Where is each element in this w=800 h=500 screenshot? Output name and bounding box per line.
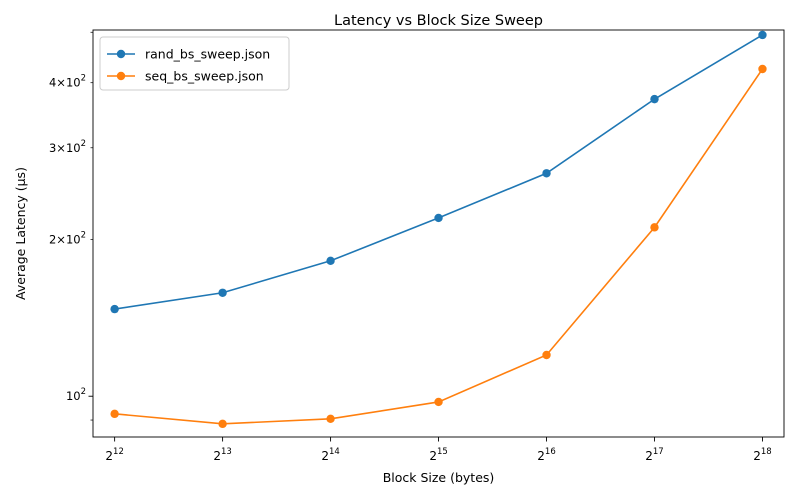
data-point <box>326 256 335 265</box>
x-tick-label: 216 <box>537 447 555 463</box>
data-point <box>434 397 443 407</box>
legend-label: rand_bs_sweep.json <box>145 47 270 62</box>
plot-frame <box>92 29 785 438</box>
data-point <box>542 169 551 178</box>
legend-swatch-marker <box>116 49 126 59</box>
data-point <box>326 414 335 423</box>
x-tick-label: 212 <box>105 447 123 463</box>
data-point <box>542 350 551 360</box>
x-tick-label: 217 <box>645 447 663 463</box>
legend-frame <box>99 36 290 91</box>
y-axis-label: Average Latency (µs) <box>13 167 28 300</box>
legend-label: seq_bs_sweep.json <box>145 69 264 84</box>
data-point <box>650 223 659 232</box>
data-point <box>110 409 119 419</box>
data-point <box>218 288 227 297</box>
x-tick-label: 215 <box>429 447 447 463</box>
y-tick-label: 2×102 <box>49 230 86 246</box>
x-tick-label: 213 <box>213 447 231 463</box>
y-tick-label: 4×102 <box>49 74 86 90</box>
data-point <box>758 30 767 40</box>
legend: rand_bs_sweep.json seq_bs_sweep.json <box>99 36 290 91</box>
y-tick-label: 102 <box>66 387 86 403</box>
data-point <box>758 64 767 74</box>
y-tick-label: 3×102 <box>49 139 86 155</box>
data-point <box>434 213 443 223</box>
x-axis-label: Block Size (bytes) <box>383 470 495 485</box>
data-point <box>218 419 227 429</box>
data-point <box>650 94 659 104</box>
x-tick-label: 218 <box>753 447 771 463</box>
data-point <box>110 304 119 314</box>
chart-title: Latency vs Block Size Sweep <box>334 13 543 29</box>
legend-swatch-marker <box>116 71 126 81</box>
x-tick-label: 214 <box>321 447 339 463</box>
